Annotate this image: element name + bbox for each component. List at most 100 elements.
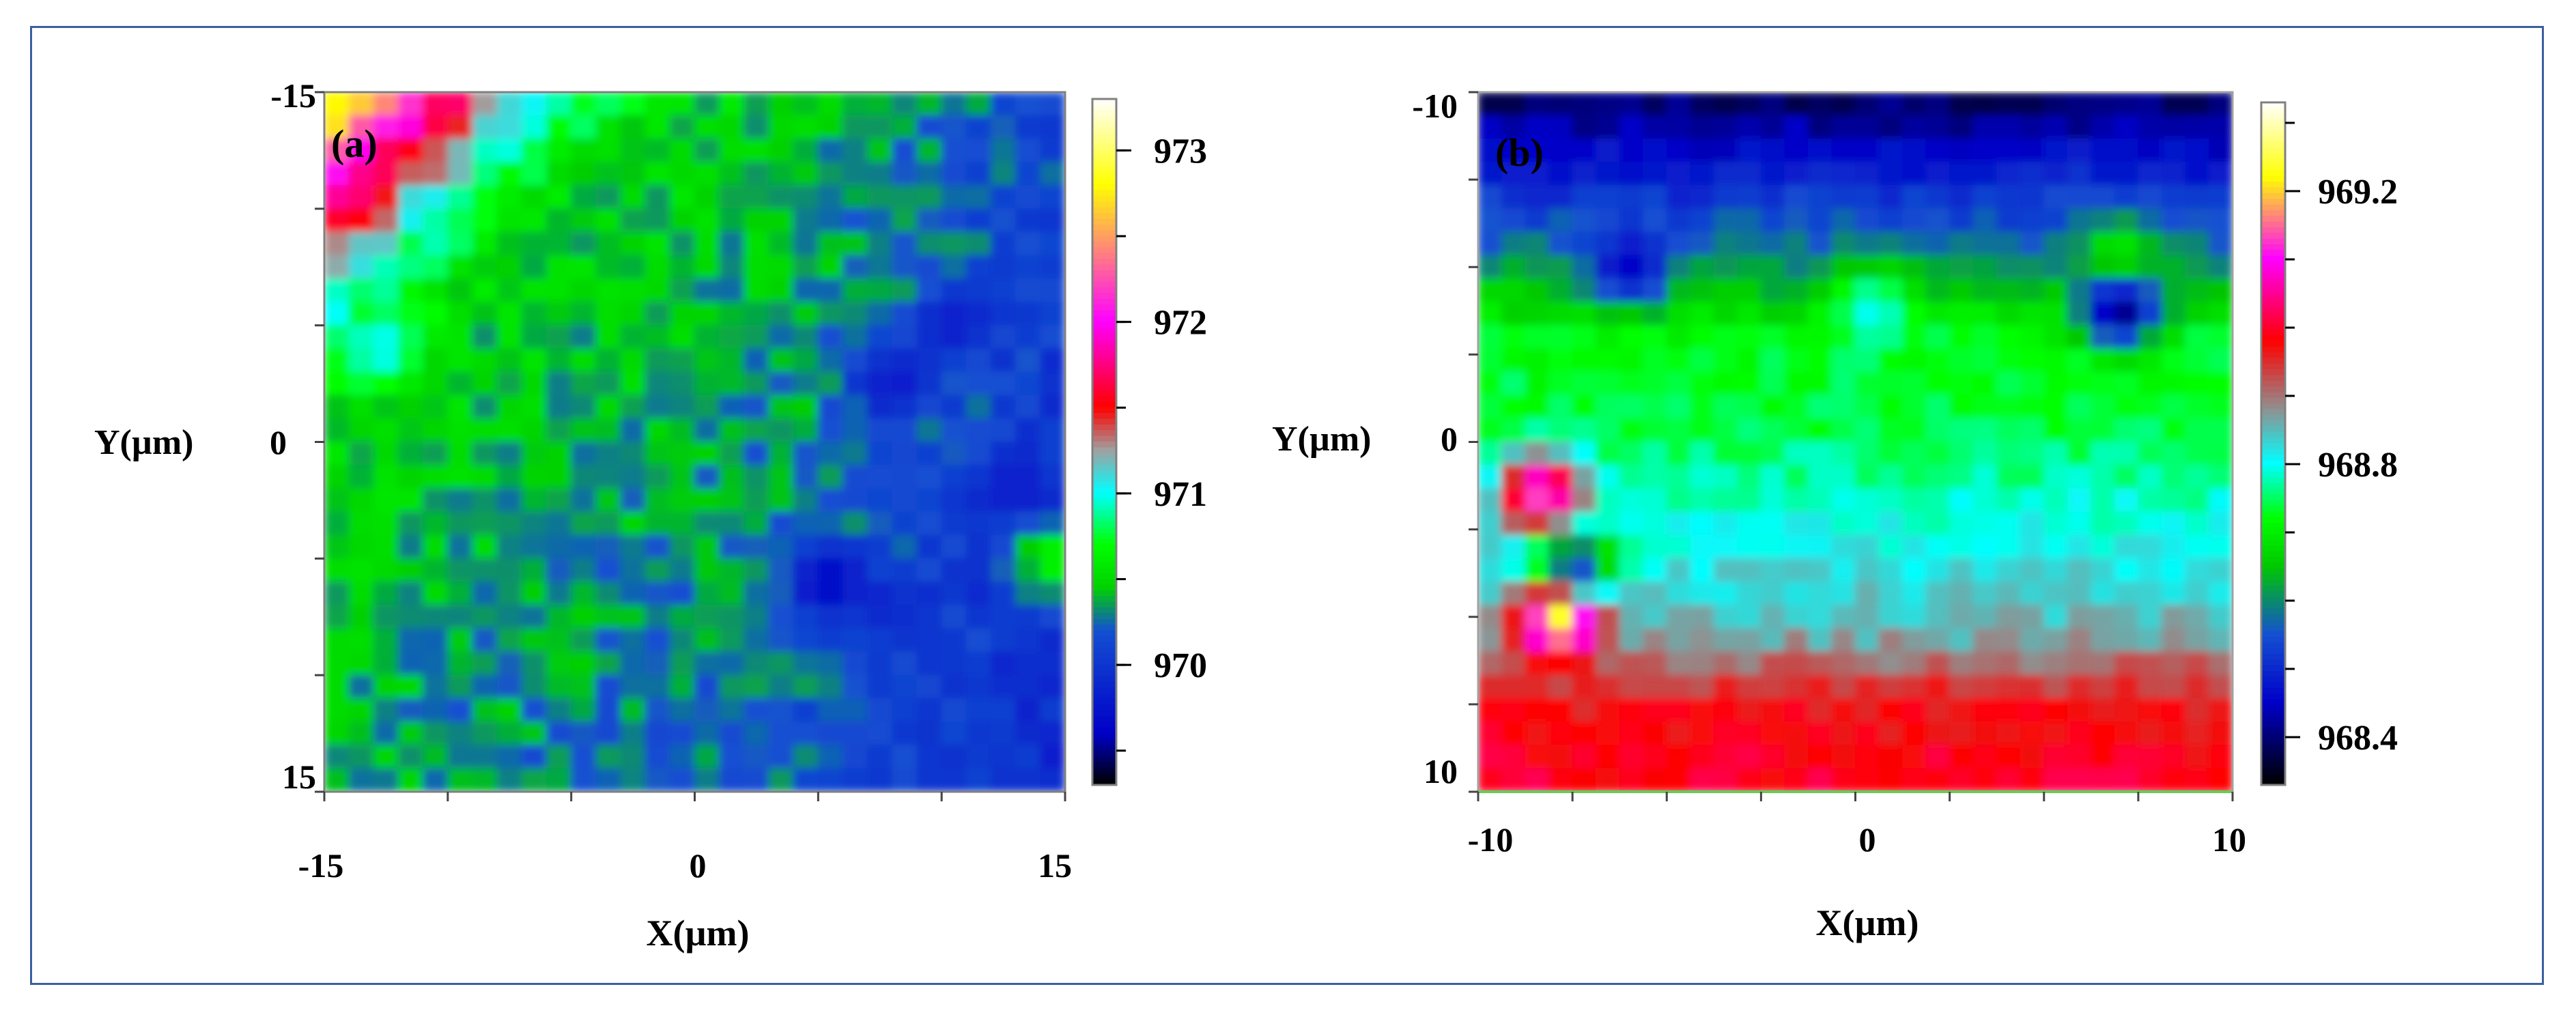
heatmap-cell bbox=[1784, 511, 1809, 536]
heatmap-cell bbox=[398, 768, 424, 792]
heatmap-cell bbox=[719, 208, 745, 233]
heatmap-cell bbox=[965, 721, 991, 746]
heatmap-cell bbox=[768, 115, 794, 139]
heatmap-cell bbox=[1501, 255, 1526, 279]
heatmap-cell bbox=[1643, 348, 1667, 373]
heatmap-cell bbox=[2114, 231, 2139, 256]
colorbar-segment bbox=[1092, 132, 1116, 140]
heatmap-cell bbox=[2067, 418, 2092, 442]
heatmap-cell bbox=[1572, 302, 1597, 326]
heatmap-cell bbox=[1015, 208, 1041, 233]
heatmap-cell bbox=[348, 255, 374, 279]
heatmap-cell bbox=[1643, 418, 1667, 442]
heatmap-cell bbox=[1925, 768, 1951, 792]
heatmap-cell bbox=[496, 418, 522, 442]
heatmap-cell bbox=[423, 745, 449, 769]
heatmap-cell bbox=[472, 395, 498, 419]
heatmap-cell bbox=[1902, 534, 1927, 559]
heatmap-cell bbox=[546, 488, 572, 513]
heatmap-cell bbox=[2138, 651, 2162, 676]
heatmap-cell bbox=[521, 698, 547, 722]
heatmap-cell bbox=[373, 721, 399, 746]
heatmap-cell bbox=[348, 442, 374, 466]
heatmap-cell bbox=[1572, 115, 1597, 139]
heatmap-cell bbox=[744, 325, 769, 349]
heatmap-cell bbox=[817, 465, 843, 489]
heatmap-cell bbox=[2114, 534, 2139, 559]
heatmap-cell bbox=[719, 231, 745, 256]
heatmap-cell bbox=[1643, 651, 1667, 676]
heatmap-cell bbox=[991, 162, 1017, 186]
colorbar-segment bbox=[1092, 601, 1116, 608]
heatmap-cell bbox=[991, 325, 1017, 349]
heatmap-cell bbox=[1501, 92, 1526, 116]
heatmap-cell bbox=[744, 348, 769, 373]
heatmap-cell bbox=[348, 162, 374, 186]
heatmap-cell bbox=[1525, 325, 1550, 349]
heatmap-cell bbox=[496, 231, 522, 256]
heatmap-cell bbox=[1015, 442, 1041, 466]
heatmap-cell bbox=[398, 651, 424, 676]
heatmap-cell bbox=[1925, 488, 1951, 513]
heatmap-cell bbox=[472, 208, 498, 233]
heatmap-cell bbox=[1996, 115, 2021, 139]
heatmap-cell bbox=[472, 138, 498, 162]
heatmap-cell bbox=[1619, 395, 1644, 419]
heatmap-cell bbox=[521, 138, 547, 162]
heatmap-cell bbox=[1925, 418, 1951, 442]
heatmap-cell bbox=[2091, 628, 2115, 653]
heatmap-cell bbox=[2138, 465, 2162, 489]
heatmap-cell bbox=[768, 651, 794, 676]
heatmap-cell bbox=[1807, 745, 1832, 769]
colorbar-segment bbox=[1092, 773, 1116, 780]
heatmap-cell bbox=[719, 558, 745, 582]
heatmap-cell bbox=[1831, 534, 1856, 559]
heatmap-cell bbox=[1902, 488, 1927, 513]
heatmap-cell bbox=[1501, 674, 1526, 699]
heatmap-cell bbox=[2020, 558, 2045, 582]
heatmap-cell bbox=[571, 92, 597, 116]
heatmap-cell bbox=[744, 278, 769, 302]
heatmap-cell bbox=[1784, 92, 1809, 116]
heatmap-cell bbox=[2138, 185, 2162, 210]
heatmap-cell bbox=[2091, 442, 2115, 466]
heatmap-cell bbox=[496, 278, 522, 302]
x-tick-label: 15 bbox=[1038, 846, 1072, 885]
heatmap-cell bbox=[1713, 442, 1738, 466]
heatmap-cell bbox=[1690, 418, 1714, 442]
heatmap-cell bbox=[595, 582, 621, 606]
x-tick-label: -15 bbox=[298, 846, 344, 885]
heatmap-cell bbox=[496, 255, 522, 279]
heatmap-cell bbox=[373, 162, 399, 186]
heatmap-cell bbox=[2043, 302, 2068, 326]
colorbar-segment bbox=[1092, 504, 1116, 511]
y-axis-label: Y(µm) bbox=[1272, 420, 1371, 459]
heatmap-cell bbox=[595, 185, 621, 210]
heatmap-cell bbox=[620, 745, 646, 769]
heatmap-cell bbox=[965, 278, 991, 302]
heatmap-cell bbox=[1548, 465, 1573, 489]
heatmap-cell bbox=[2020, 582, 2045, 606]
colorbar-segment bbox=[1092, 98, 1116, 105]
heatmap-cell bbox=[1807, 348, 1832, 373]
heatmap-cell bbox=[941, 162, 967, 186]
colorbar-segment bbox=[2261, 448, 2285, 456]
heatmap-cell bbox=[645, 208, 670, 233]
heatmap-cell bbox=[867, 418, 893, 442]
heatmap-cell bbox=[669, 395, 695, 419]
heatmap-cell bbox=[1690, 628, 1714, 653]
heatmap-cell bbox=[1949, 115, 1974, 139]
heatmap-cell bbox=[595, 162, 621, 186]
heatmap-cell bbox=[373, 768, 399, 792]
heatmap-cell bbox=[1902, 418, 1927, 442]
heatmap-cell bbox=[472, 534, 498, 559]
heatmap-cell bbox=[719, 628, 745, 653]
heatmap-cell bbox=[447, 395, 473, 419]
heatmap-cell bbox=[694, 558, 720, 582]
heatmap-cell bbox=[1015, 162, 1041, 186]
heatmap-cell bbox=[423, 768, 449, 792]
heatmap-cell bbox=[1525, 442, 1550, 466]
x-tick-label: -10 bbox=[1468, 820, 1514, 859]
heatmap-cell bbox=[2067, 674, 2092, 699]
heatmap-cell bbox=[1015, 92, 1041, 116]
